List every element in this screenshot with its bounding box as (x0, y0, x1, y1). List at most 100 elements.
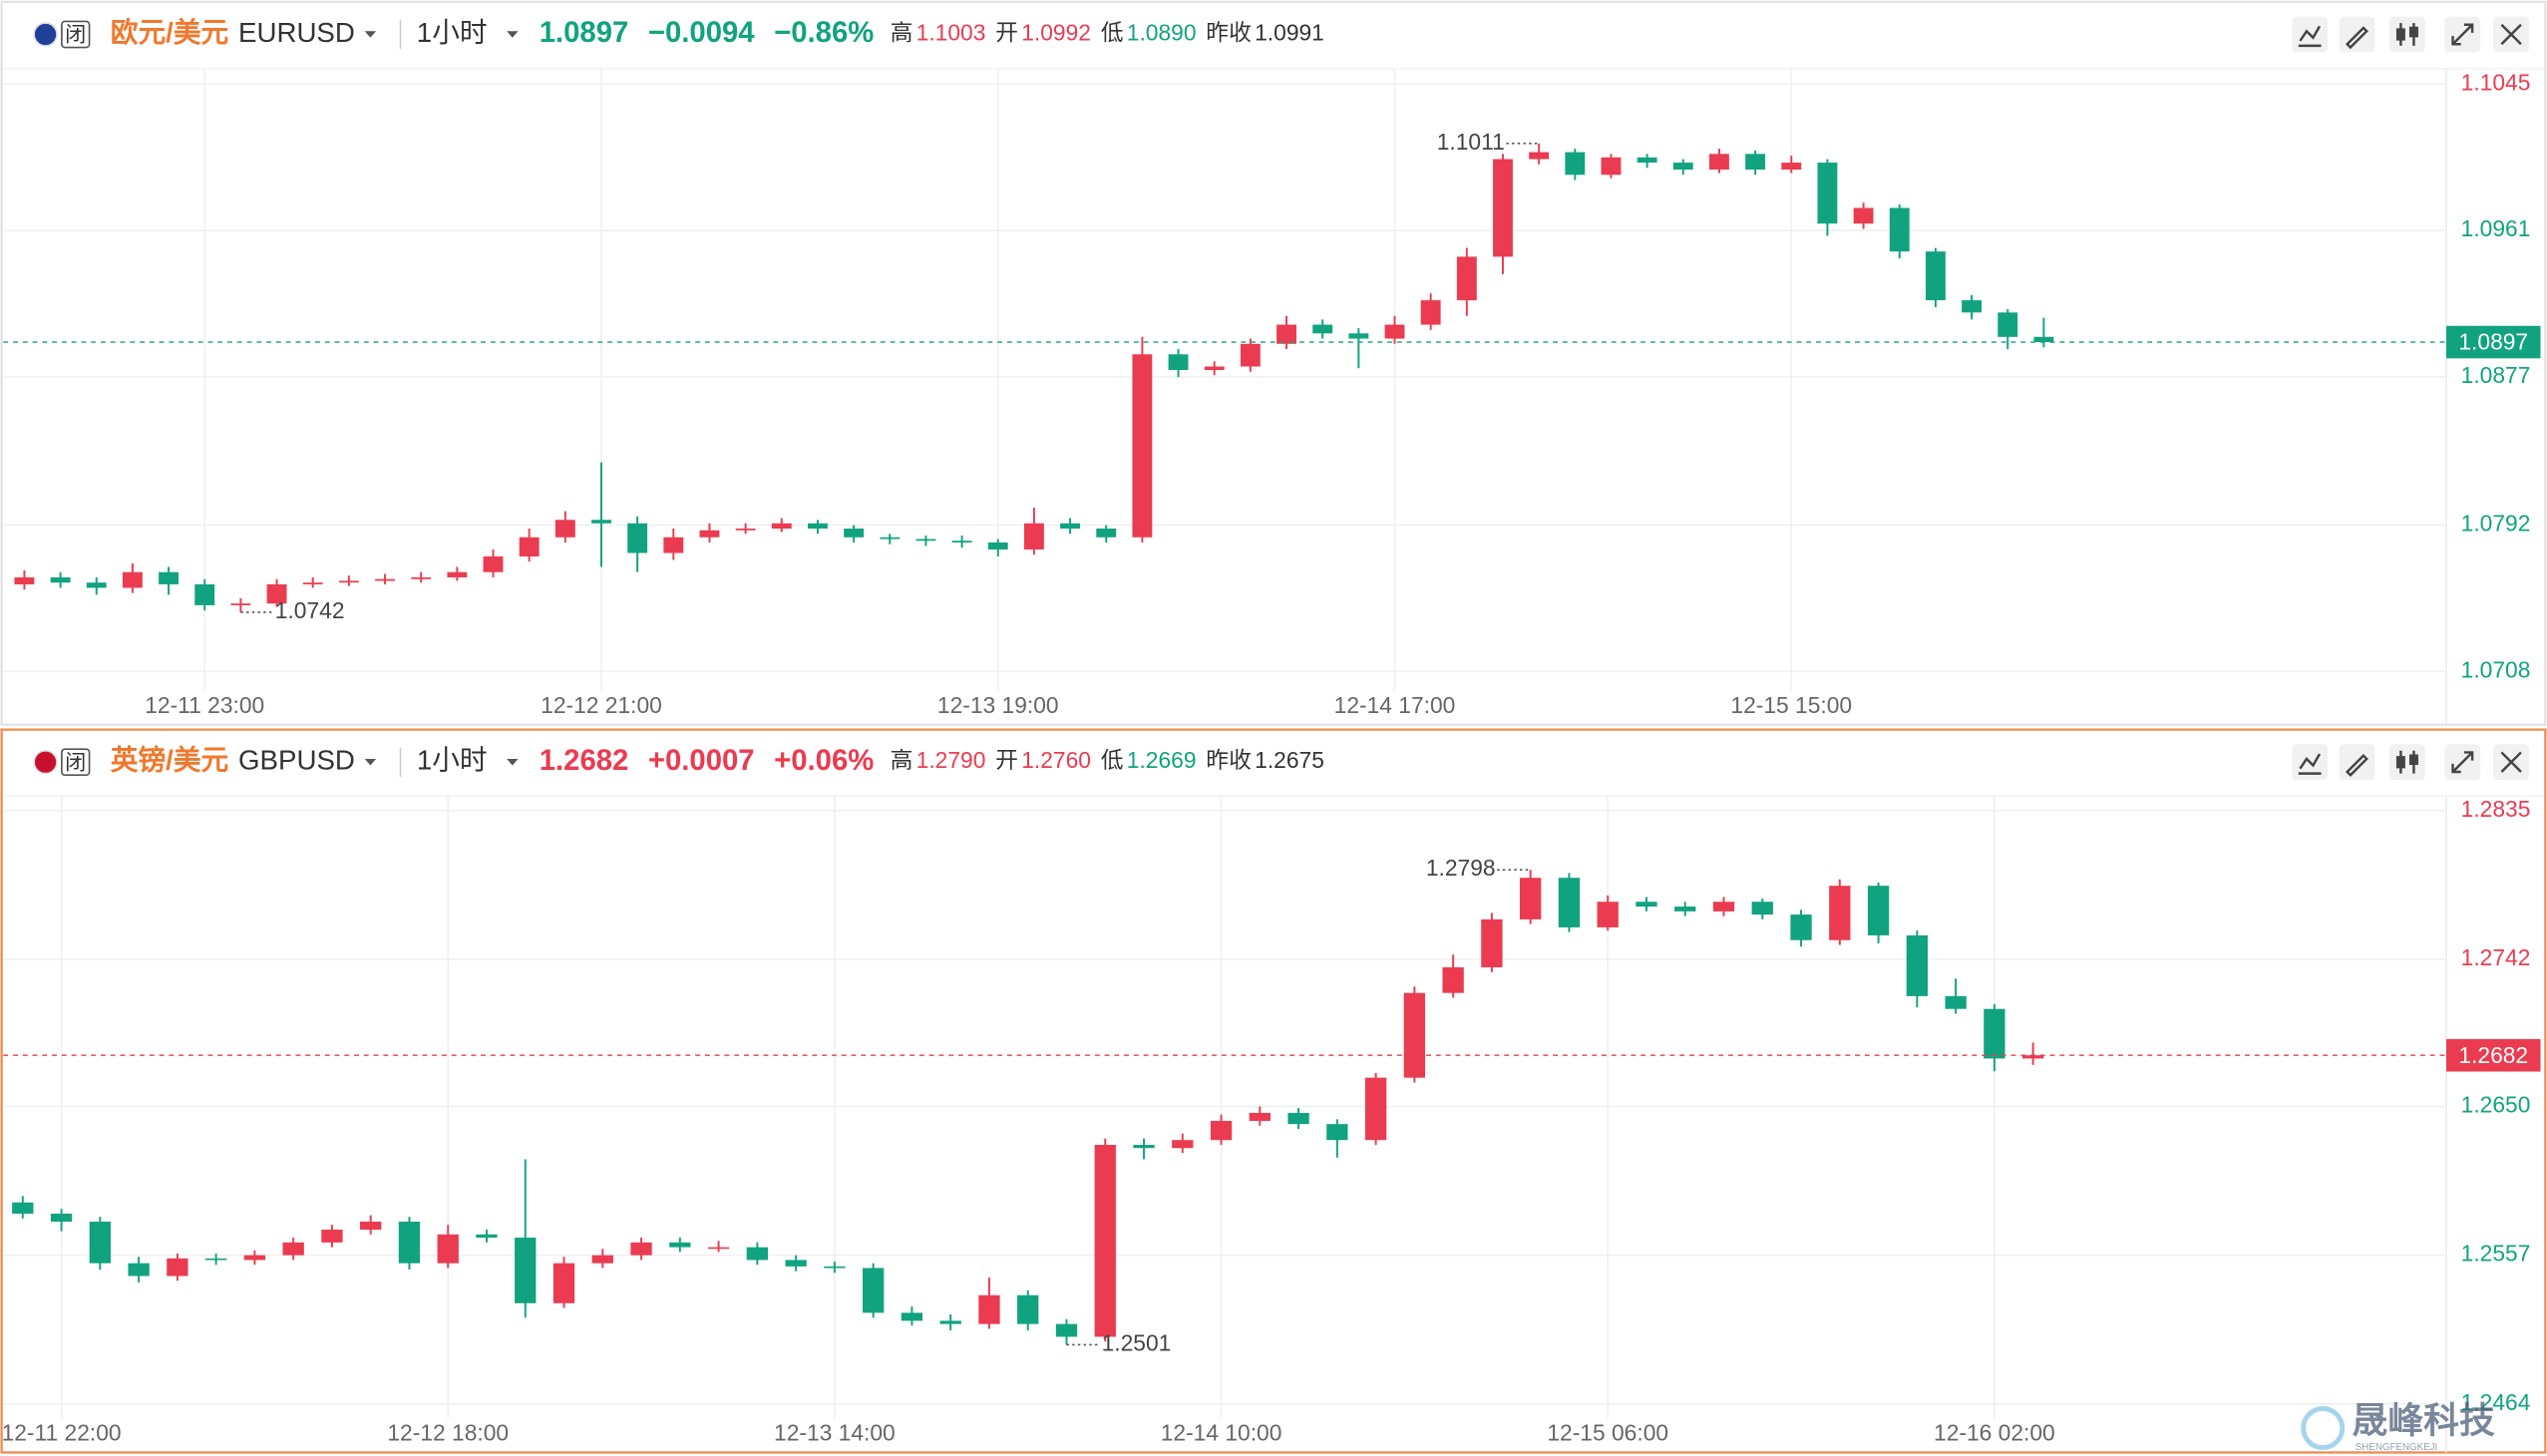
candle-body (707, 1247, 730, 1250)
last-price: 1.0897 (540, 16, 629, 49)
candle-body (1781, 163, 1802, 171)
candle-body (194, 583, 215, 605)
stat-value: 1.2760 (1021, 747, 1091, 773)
candle-body (1348, 333, 1369, 339)
candle-body (699, 530, 720, 538)
candle-body (1481, 918, 1503, 968)
stat-label: 低 (1101, 20, 1124, 46)
candle-body (1889, 207, 1910, 252)
candle-body (591, 1255, 613, 1264)
candle-body (1867, 886, 1890, 935)
current-price-tag (2446, 1038, 2541, 1072)
candle-body (1364, 1077, 1387, 1141)
candle-body (554, 520, 575, 538)
x-tick-label: 12-13 19:00 (937, 692, 1059, 718)
candle-body (2021, 1055, 2044, 1059)
y-tick-label: 1.2835 (2461, 796, 2531, 822)
candle-body (266, 583, 287, 604)
candle-body (1817, 163, 1838, 224)
y-tick-label: 1.2742 (2461, 944, 2531, 970)
candle-body (915, 539, 936, 542)
change-percent: +0.06% (774, 744, 874, 777)
candle-body (735, 529, 756, 531)
candle-body (1172, 1140, 1194, 1149)
toolbar-icon (2500, 751, 2522, 773)
dropdown-arrow[interactable] (507, 758, 519, 766)
low-label: 1.2501 (1102, 1329, 1172, 1355)
candle-body (1984, 1008, 2005, 1059)
toolbar-button[interactable] (2389, 16, 2425, 53)
stat-label: 低 (1101, 747, 1124, 773)
stat-value: 1.0890 (1127, 20, 1197, 46)
candle-body (939, 1320, 961, 1324)
candle-body (282, 1242, 304, 1256)
panel-frame (0, 0, 2547, 726)
candle-body (50, 1213, 73, 1222)
candle-body (1906, 934, 1929, 996)
candle-body (321, 1230, 343, 1243)
y-tick-label: 1.2464 (2461, 1389, 2531, 1415)
candle-body (844, 529, 865, 538)
candle-body (669, 1242, 691, 1248)
candle-body (1945, 995, 1967, 1009)
stat-value: 1.2790 (916, 747, 986, 773)
current-price-label: 1.0897 (2458, 329, 2528, 355)
high-label: 1.2798 (1426, 855, 1496, 881)
symbol: GBPUSD (238, 745, 355, 776)
toolbar-icon (2345, 753, 2368, 777)
change-percent: −0.86% (774, 16, 874, 49)
dropdown-arrow[interactable] (364, 758, 377, 766)
status-box (61, 20, 91, 49)
stat-value: 1.1003 (916, 20, 986, 46)
change: +0.0007 (648, 744, 755, 777)
y-tick-label: 1.2557 (2461, 1241, 2531, 1267)
x-tick-label: 12-12 18:00 (387, 1420, 509, 1446)
toolbar-icon (2500, 23, 2522, 46)
candle-body (1636, 902, 1657, 908)
candle-body (771, 523, 792, 530)
x-tick-label: 12-14 17:00 (1334, 692, 1456, 718)
dropdown-arrow[interactable] (507, 31, 519, 38)
candle-body (824, 1266, 846, 1269)
candle-body (978, 1294, 1000, 1324)
candle-body (808, 523, 828, 530)
current-price-label: 1.2682 (2458, 1042, 2528, 1068)
stat-value: 1.2675 (1255, 747, 1324, 773)
instrument-name: 欧元/美元 (111, 17, 229, 48)
candle-body (159, 571, 180, 584)
candle-body (302, 582, 323, 584)
candle-body (2033, 336, 2054, 343)
dropdown-arrow[interactable] (364, 31, 377, 38)
candle-body (1751, 902, 1773, 915)
candle-body (1745, 154, 1766, 171)
candle-body (447, 571, 468, 577)
symbol: EURUSD (238, 17, 355, 48)
stat-value: 1.0991 (1255, 20, 1324, 46)
candle-body (862, 1268, 885, 1313)
stat-label: 昨收 (1206, 747, 1252, 773)
interval: 1小时 (417, 17, 488, 48)
candle-body (1998, 312, 2018, 337)
candle-body (1558, 878, 1581, 927)
candle-body (1403, 992, 1426, 1078)
status: 闭 (65, 750, 86, 774)
toolbar-icon (2345, 26, 2368, 50)
candle-body (14, 576, 35, 584)
candle-body (630, 1242, 652, 1256)
high-label: 1.1011 (1437, 129, 1505, 155)
y-tick-label: 1.0792 (2461, 511, 2531, 537)
stat-label: 高 (891, 747, 913, 773)
candle-body (627, 523, 648, 553)
toolbar-button[interactable] (2389, 744, 2425, 781)
candle-body (1287, 1112, 1309, 1125)
y-tick-label: 1.1045 (2461, 69, 2531, 95)
x-tick-label: 12-16 02:00 (1934, 1420, 2055, 1446)
candle-body (1493, 159, 1513, 257)
candle-body (1133, 1145, 1155, 1149)
candle-body (398, 1221, 421, 1264)
candle-body (1442, 967, 1464, 993)
candle-body (1132, 354, 1153, 538)
flag-icon (33, 749, 58, 775)
